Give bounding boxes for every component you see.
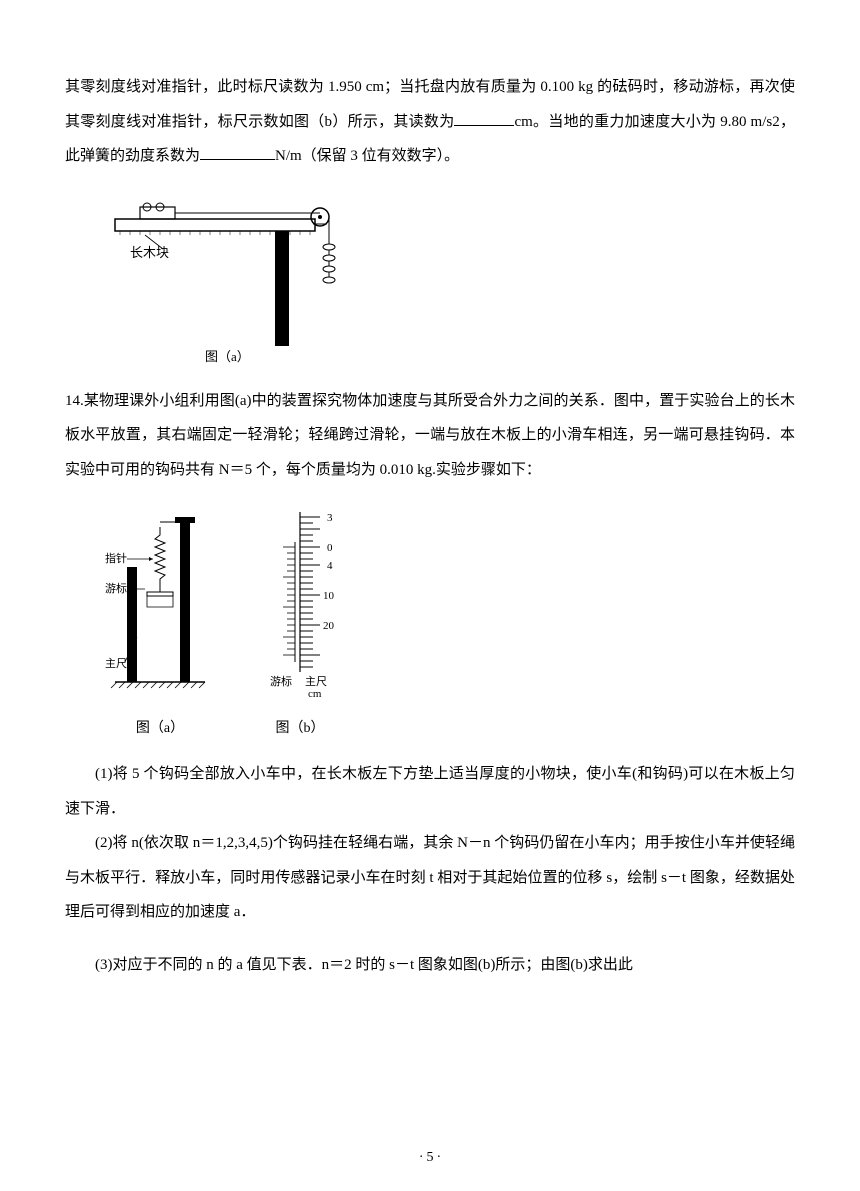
- blank-reading: [454, 111, 514, 126]
- blank-stiffness: [200, 145, 275, 160]
- figure-a-spring: 指针 游标 主尺 图（a）: [105, 507, 215, 737]
- para2-seg1: 14.某物理课外小组利用图(a)中的装置探究物体加速度与其所受合外力之间的关系．…: [65, 393, 795, 478]
- figure-a-pulley: 长木块 图（a）: [105, 189, 795, 369]
- spring-apparatus-svg: 指针 游标 主尺: [105, 507, 215, 707]
- tick-20: 20: [323, 620, 335, 632]
- tick-10: 10: [323, 590, 335, 602]
- step-2: (2)将 n(依次取 n＝1,2,3,4,5)个钩码挂在轻绳右端，其余 N－n …: [65, 826, 795, 930]
- step-3: (3)对应于不同的 n 的 a 值见下表．n＝2 时的 s－t 图象如图(b)所…: [65, 948, 795, 983]
- wood-block-label: 长木块: [130, 245, 169, 260]
- step2-text: (2)将 n(依次取 n＝1,2,3,4,5)个钩码挂在轻绳右端，其余 N－n …: [65, 835, 795, 920]
- paragraph-q14: 14.某物理课外小组利用图(a)中的装置探究物体加速度与其所受合外力之间的关系．…: [65, 384, 795, 488]
- step-1: (1)将 5 个钩码全部放入小车中，在长木板左下方垫上适当厚度的小物块，使小车(…: [65, 757, 795, 826]
- hanging-weights: [323, 244, 335, 283]
- vernier-bottom-label: 游标: [270, 674, 292, 688]
- paragraph-1: 其零刻度线对准指针，此时标尺读数为 1.950 cm；当托盘内放有质量为 0.1…: [65, 70, 795, 174]
- fig-b-caption: 图（b）: [245, 717, 355, 737]
- main-scale-label: 主尺: [105, 657, 127, 670]
- para1-seg3: N/m（保留 3 位有效数字）。: [275, 148, 459, 164]
- figure-b-ruler: 3 0 4 10 20 游标 主尺 cm 图（b: [245, 507, 355, 737]
- tick-0: 0: [327, 542, 333, 554]
- step3-text: (3)对应于不同的 n 的 a 值见下表．n＝2 时的 s－t 图象如图(b)所…: [95, 957, 633, 973]
- ruler-svg: 3 0 4 10 20 游标 主尺 cm: [245, 507, 355, 707]
- pointer-label: 指针: [105, 551, 127, 565]
- main-scale-bottom-label: 主尺: [305, 675, 327, 688]
- page-number-value: 5: [416, 1150, 444, 1165]
- tick-3: 3: [327, 512, 333, 524]
- fig-a-caption: 图（a）: [205, 349, 250, 364]
- tick-4: 4: [327, 560, 333, 572]
- vernier-label: 游标: [105, 581, 127, 595]
- page-number: 5: [0, 1150, 860, 1166]
- step1-text: (1)将 5 个钩码全部放入小车中，在长木板左下方垫上适当厚度的小物块，使小车(…: [65, 766, 795, 817]
- pulley-diagram-svg: 长木块 图（a）: [105, 189, 365, 364]
- cm-label: cm: [308, 688, 322, 700]
- fig-a-spring-caption: 图（a）: [105, 717, 215, 737]
- figure-pair: 指针 游标 主尺 图（a）: [105, 507, 795, 737]
